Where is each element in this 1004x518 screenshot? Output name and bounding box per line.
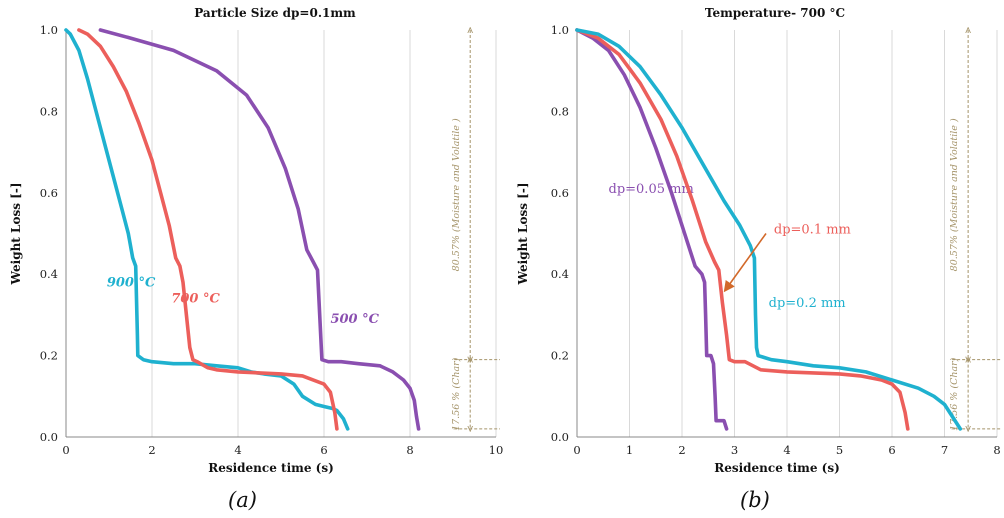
series-line-1 [77,28,339,431]
series-line-0 [64,28,350,431]
series-line-2 [98,28,421,431]
volatile-annotation: 80.57% (Moisture and Volatile ) [949,118,960,271]
y-tick-label: 0.0 [40,430,58,444]
x-axis-title: Residence time (s) [208,461,334,475]
series-line-2 [575,28,963,431]
x-axis-title: Residence time (s) [714,461,840,475]
series-label-1: dp=0.1 mm [774,223,851,238]
y-tick-label: 0.6 [551,186,569,200]
pointer-arrow [723,233,767,293]
y-tick-label: 0.4 [40,267,58,281]
char-annotation: 17.56 % (Char) [949,357,960,431]
y-tick-label: 0.4 [551,267,569,281]
series-label-2: 500 °C [330,312,379,327]
y-tick-label: 0.8 [40,104,58,118]
y-tick-label: 0.8 [551,104,569,118]
chart-title: Particle Size dp=0.1mm [194,6,356,20]
x-tick-label: 0 [573,443,580,457]
x-tick-label: 4 [783,443,790,457]
series-line-0 [575,28,729,431]
y-tick-label: 0.2 [551,349,569,363]
x-tick-label: 7 [941,443,948,457]
y-tick-label: 0.0 [551,430,569,444]
x-tick-label: 8 [993,443,1000,457]
chart-a: 0 2 4 6 8 10 0.0 0.2 0.4 0.6 0.8 1.0 Particle Size d… [9,6,504,475]
x-tick-label: 2 [148,443,155,457]
series-label-0: dp=0.05 mm [609,182,694,197]
x-tick-label: 8 [406,443,413,457]
x-tick-label: 3 [731,443,738,457]
x-tick-label: 5 [836,443,843,457]
x-tick-label: 0 [62,443,69,457]
x-tick-label: 6 [888,443,895,457]
x-tick-label: 6 [320,443,327,457]
x-tick-label: 10 [489,443,504,457]
chart-b: 0 1 2 3 4 5 6 7 8 0.0 0.2 0.4 0.6 0.8 1.0 Temperature- … [516,6,1001,475]
char-annotation: 17.56 % (Char) [451,357,462,431]
series-label-1: 700 °C [171,292,220,307]
caption-a: (a) [228,488,257,512]
y-axis-title: Weight Loss [-] [9,183,23,286]
y-axis-title: Weight Loss [-] [516,183,530,286]
y-tick-label: 0.2 [40,349,58,363]
y-tick-label: 0.6 [40,186,58,200]
series-label-2: dp=0.2 mm [769,296,846,311]
y-tick-label: 1.0 [551,23,569,37]
x-tick-label: 1 [626,443,633,457]
y-tick-label: 1.0 [40,23,58,37]
series-line-1 [575,28,910,431]
chart-title: Temperature- 700 °C [705,6,845,20]
volatile-annotation: 80.57% (Moisture and Volatile ) [451,118,462,271]
caption-b: (b) [740,488,770,512]
x-tick-label: 2 [678,443,685,457]
series-label-0: 900 °C [107,275,156,290]
x-tick-label: 4 [234,443,241,457]
